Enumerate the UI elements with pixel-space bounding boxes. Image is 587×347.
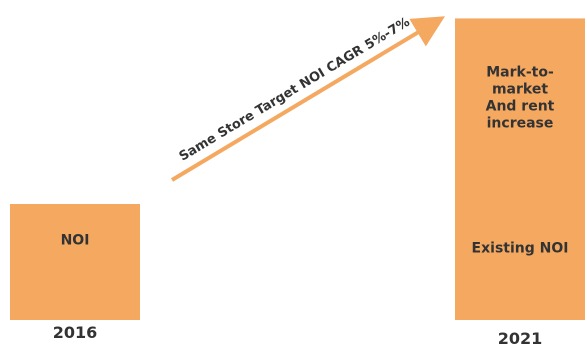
segment-label-2021-mark-to-market-and-rent-increase: Mark-to-market And rent increase [486, 64, 555, 131]
category-label-2016: 2016 [53, 323, 98, 342]
cagr-annotation-label: Same Store Target NOI CAGR 5%-7% [177, 15, 413, 165]
segment-label-2021-existing-noi: Existing NOI [472, 241, 569, 257]
segment-label-2016-noi: NOI [61, 233, 90, 249]
bar-2021-segment-mark-to-market-and-rent-increase [455, 18, 585, 205]
bar-2016-segment-noi [10, 204, 140, 320]
category-label-2021: 2021 [498, 329, 543, 347]
bar-2021-segment-existing-noi [455, 204, 585, 320]
cagr-arrow [170, 16, 446, 182]
